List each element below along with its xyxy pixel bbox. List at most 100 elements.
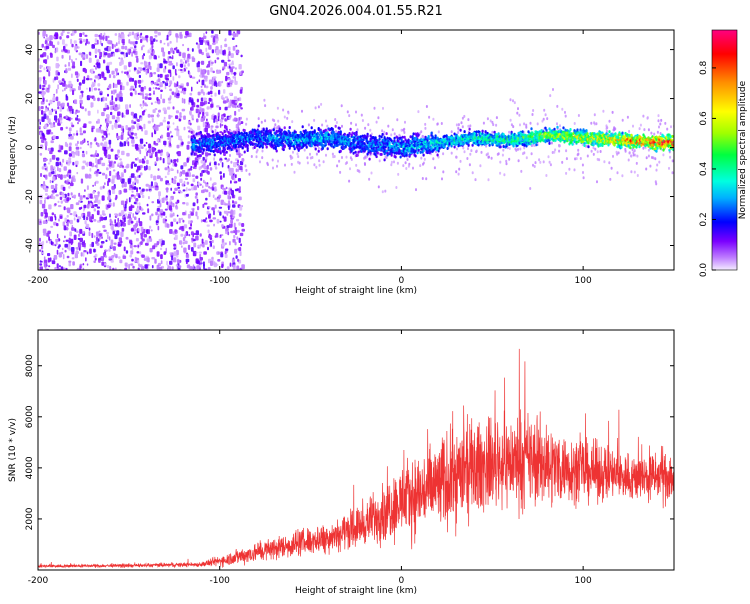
heatmap-cell — [238, 237, 241, 243]
heatmap-cell — [89, 168, 92, 172]
heatmap-cell — [166, 151, 169, 157]
heatmap-cell — [272, 146, 275, 150]
heatmap-cell — [112, 82, 115, 89]
heatmap-cell — [68, 260, 72, 263]
heatmap-cell — [276, 126, 279, 130]
heatmap-cell — [167, 121, 170, 125]
heatmap-cell — [132, 88, 135, 91]
heatmap-cell — [326, 124, 329, 128]
heatmap-cell — [217, 163, 220, 166]
heatmap-cell — [143, 109, 146, 113]
heatmap-cell — [366, 134, 369, 138]
heatmap-cell — [185, 60, 187, 64]
heatmap-cell — [232, 194, 234, 198]
heatmap-cell — [74, 253, 78, 259]
heatmap-cell — [106, 265, 110, 269]
heatmap-cell — [93, 194, 96, 198]
heatmap-cell — [54, 169, 57, 175]
heatmap-cell — [150, 82, 153, 86]
heatmap-cell — [271, 144, 274, 148]
heatmap-cell — [277, 159, 279, 163]
heatmap-cell — [82, 251, 85, 257]
heatmap-cell — [72, 30, 75, 36]
heatmap-cell — [349, 167, 351, 171]
heatmap-cell — [191, 76, 196, 79]
heatmap-cell — [236, 236, 239, 240]
heatmap-cell — [210, 149, 213, 153]
heatmap-cell — [200, 118, 204, 122]
heatmap-cell — [164, 175, 167, 179]
heatmap-cell — [127, 137, 130, 140]
heatmap-cell — [46, 69, 49, 72]
heatmap-cell — [57, 101, 61, 107]
heatmap-cell — [133, 194, 136, 199]
heatmap-cell — [128, 61, 132, 67]
heatmap-cell — [75, 202, 80, 206]
heatmap-cell — [631, 148, 634, 151]
heatmap-cell — [66, 35, 70, 39]
heatmap-cell — [393, 132, 396, 136]
heatmap-cell — [582, 176, 585, 180]
heatmap-cell — [280, 128, 283, 132]
heatmap-cell — [42, 228, 47, 234]
heatmap-cell — [76, 78, 79, 82]
heatmap-cell — [210, 260, 213, 266]
heatmap-cell — [173, 218, 177, 222]
heatmap-cell — [204, 84, 206, 88]
heatmap-cell — [66, 31, 70, 34]
heatmap-cell — [140, 241, 143, 245]
heatmap-cell — [130, 250, 134, 255]
heatmap-cell — [421, 177, 424, 180]
heatmap-cell — [204, 135, 207, 139]
heatmap-cell — [71, 58, 73, 63]
heatmap-cell — [193, 166, 195, 170]
heatmap-cell — [145, 93, 149, 96]
heatmap-cell — [127, 141, 130, 147]
heatmap-cell — [200, 165, 203, 169]
heatmap-cell — [393, 160, 395, 164]
heatmap-cell — [71, 176, 74, 183]
heatmap-cell — [161, 240, 165, 246]
heatmap-cell — [75, 75, 79, 79]
heatmap-cell — [125, 104, 129, 110]
heatmap-cell — [182, 241, 185, 245]
heatmap-cell — [450, 130, 453, 134]
heatmap-cell — [39, 249, 42, 252]
heatmap-cell — [130, 263, 134, 266]
heatmap-cell — [653, 132, 656, 136]
heatmap-cell — [197, 61, 201, 64]
heatmap-cell — [282, 108, 285, 112]
heatmap-cell — [148, 166, 151, 171]
heatmap-cell — [114, 219, 116, 224]
heatmap-cell — [183, 126, 186, 131]
heatmap-cell — [97, 199, 101, 205]
heatmap-cell — [196, 215, 199, 220]
heatmap-cell — [138, 159, 142, 163]
heatmap-cell — [594, 147, 597, 151]
heatmap-cell — [41, 43, 44, 48]
heatmap-cell — [202, 148, 205, 152]
heatmap-cell — [186, 157, 189, 163]
heatmap-cell — [179, 112, 182, 118]
heatmap-cell — [176, 81, 179, 87]
heatmap-cell — [245, 168, 248, 172]
heatmap-cell — [200, 177, 203, 181]
heatmap-cell — [220, 253, 224, 258]
heatmap-cell — [89, 87, 91, 92]
heatmap-cell — [197, 182, 201, 186]
heatmap-cell — [103, 107, 106, 112]
heatmap-cell — [145, 141, 148, 144]
heatmap-cell — [313, 118, 316, 122]
heatmap-cell — [126, 152, 130, 157]
heatmap-cell — [80, 146, 82, 150]
heatmap-cell — [412, 166, 414, 170]
heatmap-cell — [73, 217, 76, 221]
heatmap-cell — [304, 129, 307, 133]
heatmap-cell — [187, 126, 191, 129]
heatmap-cell — [125, 109, 129, 115]
heatmap-cell — [218, 106, 222, 111]
heatmap-cell — [621, 118, 624, 122]
heatmap-cell — [132, 181, 135, 187]
heatmap-cell — [150, 102, 153, 105]
heatmap-cell — [479, 164, 482, 168]
